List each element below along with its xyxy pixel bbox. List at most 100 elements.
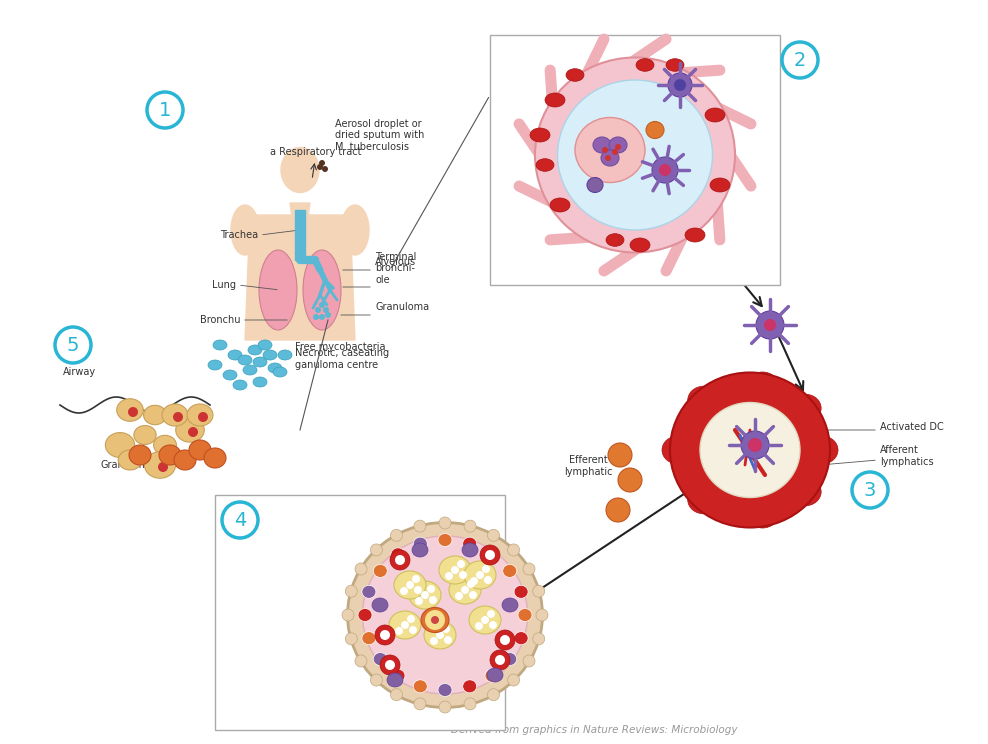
Ellipse shape [228, 350, 242, 360]
Text: M. tuberculosis: M. tuberculosis [498, 187, 572, 197]
Ellipse shape [248, 345, 262, 355]
Circle shape [455, 592, 463, 600]
Circle shape [430, 637, 438, 645]
Ellipse shape [710, 178, 730, 192]
Ellipse shape [413, 537, 427, 550]
Ellipse shape [545, 93, 565, 107]
Ellipse shape [174, 450, 196, 470]
Ellipse shape [152, 434, 178, 456]
Polygon shape [290, 203, 310, 217]
Circle shape [533, 633, 544, 645]
Ellipse shape [303, 250, 341, 330]
Ellipse shape [806, 436, 838, 464]
Text: Terminal
bronchi-
ole: Terminal bronchi- ole [375, 251, 416, 285]
Text: Blood capillary: Blood capillary [498, 269, 570, 279]
Ellipse shape [503, 565, 517, 577]
Circle shape [375, 625, 395, 645]
Text: 2: 2 [793, 51, 806, 69]
Ellipse shape [630, 238, 650, 252]
Ellipse shape [636, 59, 654, 71]
Ellipse shape [464, 561, 496, 589]
Circle shape [345, 586, 358, 597]
Bar [490, 35, 780, 285]
Circle shape [395, 627, 403, 635]
Ellipse shape [363, 536, 528, 694]
Circle shape [323, 307, 329, 313]
Ellipse shape [705, 108, 725, 122]
Text: Lung: Lung [212, 280, 236, 290]
Ellipse shape [685, 228, 705, 242]
Circle shape [608, 443, 632, 467]
Ellipse shape [213, 340, 227, 350]
Circle shape [756, 311, 784, 339]
Circle shape [345, 633, 358, 645]
Ellipse shape [485, 669, 499, 682]
Ellipse shape [503, 652, 517, 666]
Circle shape [615, 144, 621, 150]
Ellipse shape [514, 632, 528, 645]
Ellipse shape [178, 420, 203, 440]
Text: Granuloma: Granuloma [100, 460, 154, 470]
Ellipse shape [557, 80, 712, 230]
Circle shape [536, 609, 548, 621]
Ellipse shape [204, 448, 226, 468]
Text: Infected
macrophage: Infected macrophage [223, 551, 285, 572]
Circle shape [605, 155, 611, 161]
Circle shape [436, 631, 444, 639]
Ellipse shape [530, 128, 550, 142]
Circle shape [523, 655, 535, 667]
Ellipse shape [575, 118, 645, 182]
Text: CD8⁺ T cell: CD8⁺ T cell [223, 597, 278, 607]
Ellipse shape [662, 436, 694, 464]
Circle shape [444, 636, 452, 644]
Circle shape [317, 164, 323, 170]
Ellipse shape [189, 440, 211, 460]
Circle shape [500, 635, 510, 645]
Circle shape [489, 621, 497, 629]
Ellipse shape [566, 68, 584, 81]
Circle shape [475, 622, 483, 630]
Circle shape [412, 575, 420, 583]
Text: Alveolar DC: Alveolar DC [690, 117, 747, 127]
Ellipse shape [789, 394, 821, 422]
Circle shape [401, 621, 409, 629]
Ellipse shape [362, 632, 375, 645]
Ellipse shape [144, 452, 176, 478]
Circle shape [659, 164, 671, 176]
Ellipse shape [258, 340, 272, 350]
Circle shape [380, 655, 400, 675]
Circle shape [674, 79, 686, 91]
Circle shape [495, 655, 505, 665]
Ellipse shape [372, 598, 388, 612]
Circle shape [487, 689, 500, 701]
Circle shape [370, 674, 382, 686]
Circle shape [476, 571, 484, 579]
Ellipse shape [106, 433, 133, 457]
Circle shape [469, 591, 477, 599]
Circle shape [118, 442, 128, 452]
Circle shape [390, 689, 402, 701]
Ellipse shape [485, 548, 499, 561]
Ellipse shape [253, 377, 267, 387]
Ellipse shape [449, 576, 481, 604]
Ellipse shape [469, 606, 501, 634]
Circle shape [319, 302, 325, 308]
Ellipse shape [373, 565, 387, 577]
Circle shape [482, 565, 490, 573]
Circle shape [414, 698, 426, 710]
Ellipse shape [281, 147, 319, 193]
Ellipse shape [253, 357, 267, 367]
Circle shape [508, 674, 520, 686]
Circle shape [668, 73, 692, 97]
Circle shape [470, 577, 478, 585]
Circle shape [439, 701, 451, 713]
Circle shape [602, 147, 608, 153]
Circle shape [319, 160, 325, 166]
Text: Afferent
lymphatics: Afferent lymphatics [880, 446, 934, 467]
Circle shape [612, 149, 618, 155]
Ellipse shape [208, 360, 222, 370]
Ellipse shape [670, 373, 830, 527]
Ellipse shape [231, 205, 259, 255]
Polygon shape [245, 215, 355, 340]
Text: 3: 3 [864, 481, 876, 499]
